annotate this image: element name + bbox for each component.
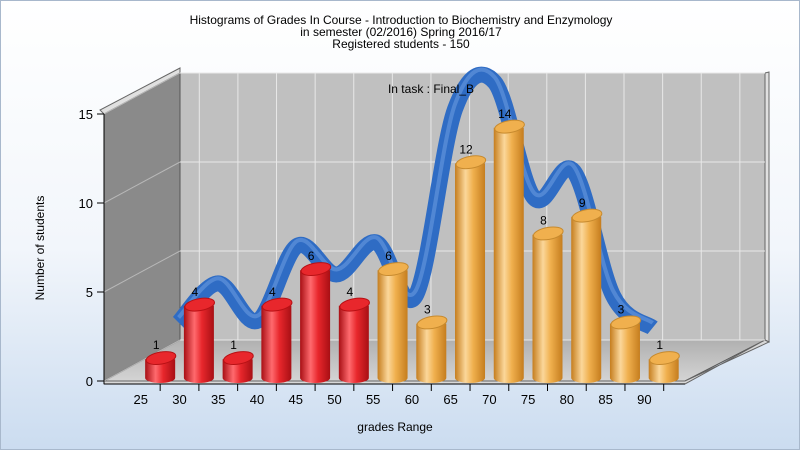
grid-line-side-5	[103, 250, 181, 293]
bar-body	[183, 305, 214, 383]
data-label-60: 3	[424, 303, 431, 317]
chart-title: Histograms of Grades In Course - Introdu…	[189, 13, 613, 27]
x-tick-label: 75	[521, 392, 535, 407]
bar-top	[184, 297, 216, 312]
bar-50	[338, 297, 370, 383]
bar-top	[339, 297, 370, 312]
bars	[145, 119, 680, 383]
bar-body	[145, 359, 176, 383]
bar-55	[377, 262, 409, 383]
bar-body	[222, 359, 253, 383]
x-tick-label: 25	[134, 392, 148, 407]
y-tick-label: 10	[79, 196, 93, 211]
bar-top	[223, 351, 254, 365]
chart-subtitle: in semester (02/2016) Spring 2016/17	[300, 25, 502, 39]
data-label-55: 6	[385, 249, 392, 263]
x-tick-label: 80	[560, 392, 574, 407]
bar-body	[571, 216, 602, 383]
bar-top	[455, 155, 487, 170]
x-tick-label: 35	[211, 392, 225, 407]
bar-top	[571, 208, 603, 223]
bar-body	[261, 305, 292, 383]
x-tick-label: 65	[443, 392, 457, 407]
axes: 0 5 10 15 25 30 35 40 45 50 55 60 65 70 75 80 85 90	[79, 107, 685, 407]
bar-90	[648, 351, 680, 383]
grid-line-side-15	[103, 72, 181, 115]
data-label-30: 4	[192, 285, 199, 299]
y-tick-label: 5	[86, 285, 93, 300]
bar-body	[532, 234, 563, 383]
bar-35	[222, 351, 254, 383]
bar-top	[532, 226, 564, 241]
bar-top	[145, 351, 177, 365]
bar-80	[571, 208, 603, 383]
y-tick-label: 15	[79, 107, 93, 122]
data-label-50: 4	[346, 285, 353, 299]
y-axis-title: Number of students	[33, 196, 47, 301]
bar-body	[493, 127, 524, 383]
bar-body	[338, 305, 369, 383]
bar-25	[145, 351, 177, 383]
bar-body	[455, 163, 486, 383]
x-tick-label: 55	[366, 392, 380, 407]
bar-40	[261, 297, 293, 383]
x-tick-label: 70	[482, 392, 496, 407]
grid-line-side-10	[103, 161, 181, 204]
bar-top	[610, 315, 642, 330]
bar-top	[378, 262, 409, 276]
data-label-85: 3	[618, 303, 625, 317]
bar-top	[261, 297, 293, 312]
bar-85	[609, 315, 642, 383]
x-tick-label: 30	[172, 392, 186, 407]
data-label-75: 8	[540, 214, 547, 228]
chart-left-wall	[103, 72, 181, 382]
bar-top	[416, 315, 448, 330]
data-label-65: 12	[459, 142, 473, 156]
data-label-90: 1	[656, 338, 663, 352]
bar-top	[300, 262, 332, 276]
bar-body	[416, 323, 447, 383]
x-tick-label: 85	[598, 392, 612, 407]
bar-30	[183, 297, 216, 383]
bar-60	[416, 315, 448, 383]
bar-body	[648, 359, 679, 383]
x-tick-label: 45	[288, 392, 302, 407]
grid-line-side-0	[103, 339, 181, 382]
bar-75	[532, 226, 564, 383]
data-label-35: 1	[230, 338, 237, 352]
y-tick-label: 0	[86, 374, 93, 389]
chart-subtitle-students: Registered students - 150	[332, 37, 470, 51]
bar-65	[455, 155, 487, 383]
x-axis-title: grades Range	[357, 420, 433, 434]
bar-top	[494, 119, 525, 134]
x-tick-label: 90	[637, 392, 651, 407]
data-label-25: 1	[153, 338, 160, 352]
data-label-80: 9	[579, 196, 586, 210]
data-label-45: 6	[308, 249, 315, 263]
chart-right-rim	[764, 71, 770, 343]
task-annotation: In task : Final_B	[388, 82, 474, 96]
x-tick-label: 40	[250, 392, 264, 407]
bar-45	[300, 262, 332, 383]
bar-body	[377, 270, 408, 383]
data-label-70: 14	[498, 107, 512, 121]
bar-70	[493, 119, 525, 383]
bar-top	[649, 351, 680, 365]
data-label-40: 4	[269, 285, 276, 299]
bar-body	[300, 270, 331, 383]
bar-body	[609, 323, 640, 383]
x-tick-label: 60	[405, 392, 419, 407]
x-tick-label: 50	[327, 392, 341, 407]
